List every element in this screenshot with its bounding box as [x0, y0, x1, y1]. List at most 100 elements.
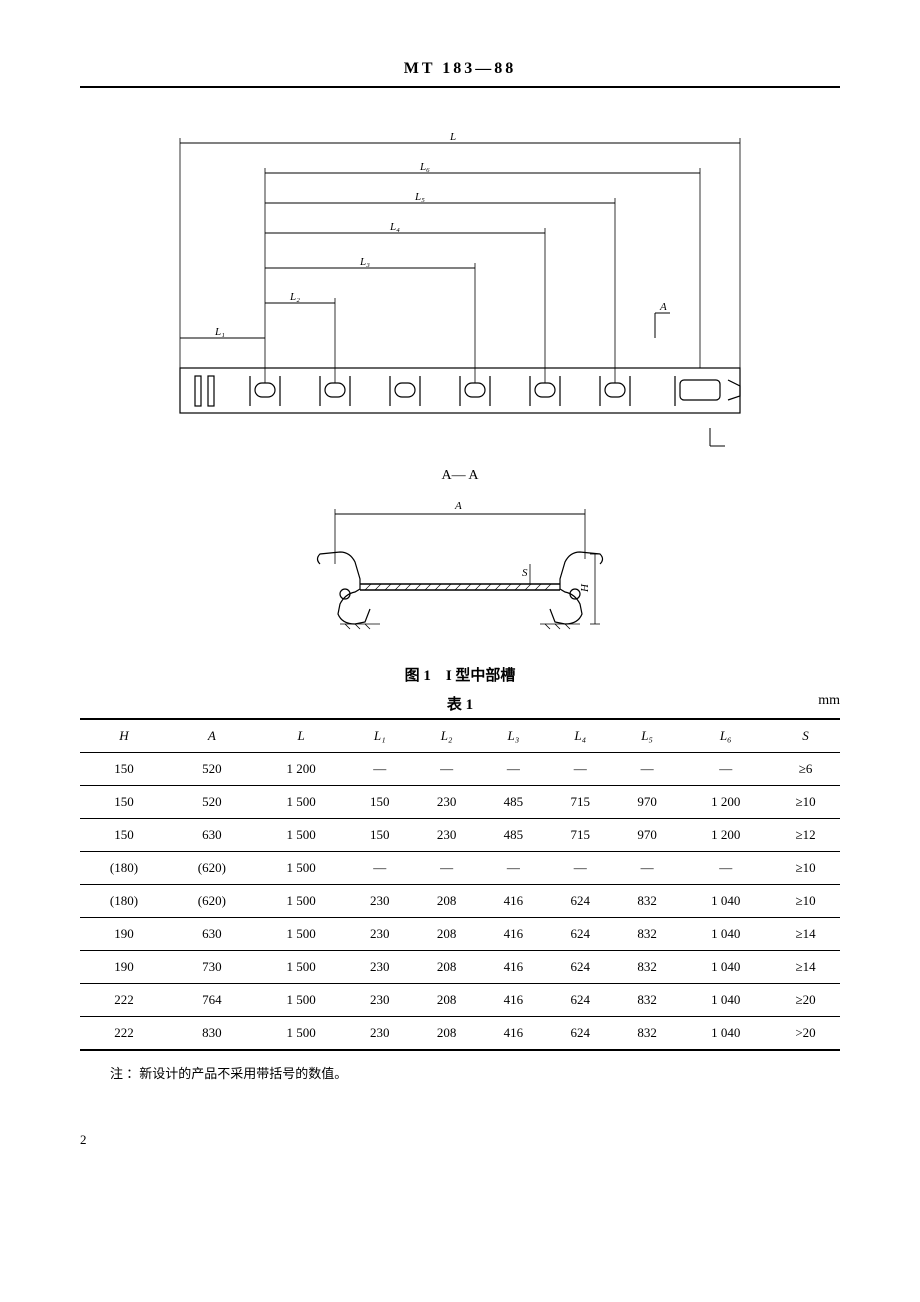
table-cell: —: [547, 852, 614, 885]
diagram-top-view: L L₆ L₅ L₄ L₃ L₂ L₁: [160, 128, 760, 448]
table-row: 1506301 5001502304857159701 200≥12: [80, 819, 840, 852]
table-cell: 970: [614, 819, 681, 852]
table-cell: 1 200: [680, 819, 771, 852]
table-cell: 715: [547, 819, 614, 852]
table-cell: —: [614, 852, 681, 885]
table-cell: 1 200: [256, 753, 347, 786]
table-cell: 230: [346, 918, 413, 951]
table-cell: 1 500: [256, 885, 347, 918]
table-cell: ≥10: [771, 885, 840, 918]
table-cell: 970: [614, 786, 681, 819]
table-cell: 416: [480, 1017, 547, 1051]
label-L3: L₃: [359, 256, 370, 268]
label-sec-H: H: [579, 583, 591, 593]
table-cell: 832: [614, 918, 681, 951]
table-cell: 630: [168, 918, 256, 951]
table-cell: 1 040: [680, 951, 771, 984]
table-cell: —: [346, 852, 413, 885]
table-cell: 832: [614, 1017, 681, 1051]
figure-caption: 图 1 I 型中部槽: [80, 664, 840, 685]
table-cell: 416: [480, 918, 547, 951]
table-cell: 1 500: [256, 918, 347, 951]
table-cell: ≥6: [771, 753, 840, 786]
table-cell: 624: [547, 885, 614, 918]
col-S: S: [771, 719, 840, 753]
table-cell: 630: [168, 819, 256, 852]
table-cell: 1 040: [680, 918, 771, 951]
table-cell: 1 040: [680, 984, 771, 1017]
table-cell: 208: [413, 1017, 480, 1051]
label-L2: L₂: [289, 291, 300, 303]
table-cell: 230: [413, 786, 480, 819]
section-label: A— A: [80, 468, 840, 484]
table-cell: 1 500: [256, 852, 347, 885]
label-sec-S: S: [522, 567, 528, 579]
diagram-cross-section: A: [270, 494, 650, 644]
table-cell: 190: [80, 951, 168, 984]
table-cell: ≥10: [771, 786, 840, 819]
col-L2: L₂: [413, 719, 480, 753]
table-row: 2227641 5002302084166248321 040≥20: [80, 984, 840, 1017]
table-cell: 485: [480, 786, 547, 819]
table-row: 1505201 200——————≥6: [80, 753, 840, 786]
col-L: L: [256, 719, 347, 753]
table-cell: 830: [168, 1017, 256, 1051]
table-cell: 1 500: [256, 1017, 347, 1051]
label-A-top: A: [659, 301, 667, 313]
table-cell: 230: [413, 819, 480, 852]
table-row: 1906301 5002302084166248321 040≥14: [80, 918, 840, 951]
label-L5: L₅: [414, 191, 425, 203]
table-cell: 1 500: [256, 984, 347, 1017]
label-sec-A: A: [454, 500, 462, 512]
table-cell: 208: [413, 951, 480, 984]
table-row: 1907301 5002302084166248321 040≥14: [80, 951, 840, 984]
page-number: 2: [80, 1132, 840, 1148]
label-L: L: [449, 131, 456, 143]
table-cell: 730: [168, 951, 256, 984]
table-cell: ≥12: [771, 819, 840, 852]
table-cell: 150: [80, 753, 168, 786]
table-cell: 416: [480, 885, 547, 918]
table-row: 2228301 5002302084166248321 040>20: [80, 1017, 840, 1051]
table-cell: 222: [80, 984, 168, 1017]
table-cell: —: [413, 753, 480, 786]
table-cell: —: [614, 753, 681, 786]
table-cell: —: [480, 753, 547, 786]
table-cell: 485: [480, 819, 547, 852]
table-cell: —: [346, 753, 413, 786]
table-cell: 416: [480, 951, 547, 984]
table-cell: —: [680, 753, 771, 786]
table-cell: >20: [771, 1017, 840, 1051]
dimension-table: H A L L₁ L₂ L₃ L₄ L₅ L₆ S 1505201 200———…: [80, 718, 840, 1051]
label-L6: L₆: [419, 161, 430, 173]
table-cell: ≥10: [771, 852, 840, 885]
table-row: 1505201 5001502304857159701 200≥10: [80, 786, 840, 819]
table-cell: (180): [80, 885, 168, 918]
col-H: H: [80, 719, 168, 753]
table-cell: 230: [346, 1017, 413, 1051]
figure-1: L L₆ L₅ L₄ L₃ L₂ L₁: [80, 128, 840, 1082]
col-L3: L₃: [480, 719, 547, 753]
table-cell: 832: [614, 951, 681, 984]
table-cell: —: [680, 852, 771, 885]
table-cell: (180): [80, 852, 168, 885]
table-title: 表 1: [80, 693, 840, 714]
table-cell: 520: [168, 753, 256, 786]
table-cell: (620): [168, 852, 256, 885]
table-cell: —: [547, 753, 614, 786]
table-cell: ≥14: [771, 951, 840, 984]
table-cell: 520: [168, 786, 256, 819]
table-cell: 1 500: [256, 786, 347, 819]
table-cell: ≥14: [771, 918, 840, 951]
col-L4: L₄: [547, 719, 614, 753]
table-cell: 150: [80, 786, 168, 819]
table-cell: 150: [80, 819, 168, 852]
col-L6: L₆: [680, 719, 771, 753]
table-cell: —: [413, 852, 480, 885]
table-footnote: 注 ：新设计的产品不采用带括号的数值。: [80, 1063, 840, 1082]
label-L1: L₁: [214, 326, 225, 338]
table-cell: 1 040: [680, 1017, 771, 1051]
table-cell: —: [480, 852, 547, 885]
table-cell: 624: [547, 1017, 614, 1051]
table-row: (180)(620)1 500——————≥10: [80, 852, 840, 885]
